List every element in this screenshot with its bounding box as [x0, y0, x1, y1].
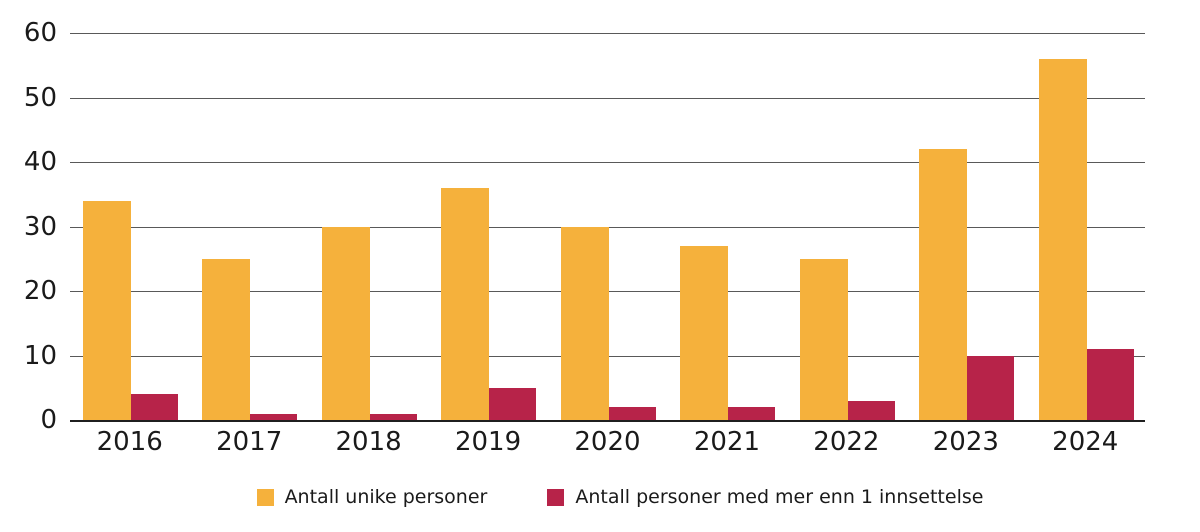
bar-2016-series-1 — [131, 394, 178, 420]
legend-swatch-crimson — [547, 488, 565, 506]
bar-2018-series-0 — [321, 226, 370, 420]
gridline-50 — [70, 97, 1145, 99]
gridline-0 — [70, 420, 1145, 422]
y-tick-label-20: 20 — [23, 276, 57, 306]
legend-item-mer-enn-1-innsettelse: Antall personer med mer enn 1 innsettels… — [547, 486, 983, 508]
bar-2023-series-1 — [967, 355, 1015, 420]
x-tick-label-2020: 2020 — [574, 427, 641, 457]
legend-item-unike-personer: Antall unike personer — [256, 486, 488, 508]
bar-2023-series-0 — [919, 149, 968, 420]
y-tick-label-60: 60 — [23, 18, 57, 48]
bar-2021-series-0 — [680, 245, 729, 420]
x-tick-label-2024: 2024 — [1052, 427, 1119, 457]
x-tick-label-2019: 2019 — [454, 427, 522, 457]
y-tick-label-40: 40 — [23, 147, 57, 177]
gridline-60 — [70, 33, 1145, 34]
bar-2021-series-1 — [728, 407, 776, 420]
y-tick-label-10: 10 — [23, 340, 57, 371]
legend-label: Antall personer med mer enn 1 innsettels… — [575, 486, 984, 508]
x-tick-label-2022: 2022 — [813, 427, 880, 457]
gridline-40 — [70, 162, 1145, 163]
bar-group-2017 — [189, 33, 308, 420]
x-tick-label-2021: 2021 — [693, 427, 761, 457]
bar-2020-series-0 — [560, 226, 609, 420]
bar-group-2022 — [787, 33, 906, 420]
bar-group-2019 — [428, 33, 547, 420]
legend-label: Antall unike personer — [284, 486, 488, 508]
legend: Antall unike personer Antall personer me… — [40, 486, 1200, 508]
x-tick-label-2017: 2017 — [216, 427, 283, 457]
bar-group-2021 — [667, 33, 786, 420]
bar-2017-series-1 — [250, 413, 298, 420]
bar-group-2024 — [1026, 33, 1145, 420]
bar-2024-series-0 — [1038, 58, 1087, 420]
legend-swatch-orange — [256, 488, 274, 506]
y-tick-label-50: 50 — [23, 82, 57, 113]
x-tick-label-2016: 2016 — [96, 427, 163, 457]
plot-area — [70, 33, 1145, 422]
x-tick-label-2023: 2023 — [932, 427, 999, 457]
bar-group-2020 — [548, 33, 667, 420]
bar-2019-series-0 — [441, 187, 490, 420]
bar-2024-series-1 — [1086, 349, 1134, 420]
bar-group-2018 — [309, 33, 428, 420]
y-tick-label-0: 0 — [40, 405, 57, 435]
bar-group-2023 — [906, 33, 1025, 420]
bar-2020-series-1 — [608, 407, 656, 420]
y-tick-label-30: 30 — [23, 211, 57, 242]
bar-2016-series-0 — [83, 200, 131, 420]
bar-2017-series-0 — [202, 258, 251, 420]
bar-group-2016 — [70, 33, 189, 420]
bar-2022-series-0 — [799, 258, 848, 420]
x-tick-label-2018: 2018 — [335, 427, 402, 457]
bar-2019-series-1 — [489, 387, 537, 420]
bar-2018-series-1 — [369, 413, 417, 420]
bar-2022-series-1 — [847, 400, 895, 420]
